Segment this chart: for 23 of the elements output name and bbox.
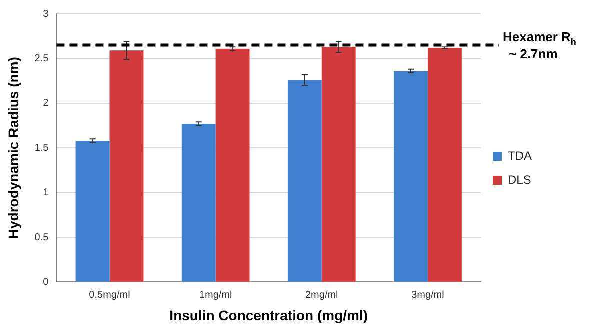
bar xyxy=(110,50,144,282)
legend-label: DLS xyxy=(508,172,532,187)
x-tick-label: 2mg/ml xyxy=(305,290,338,301)
bar xyxy=(76,140,110,282)
bar xyxy=(182,124,216,282)
y-tick-label: 2.5 xyxy=(34,53,50,64)
y-tick-label: 3 xyxy=(43,8,50,20)
y-tick-label: 0 xyxy=(43,276,50,288)
bar xyxy=(288,80,322,282)
x-tick-label: 3mg/ml xyxy=(412,290,444,301)
x-tick-label: 1mg/ml xyxy=(199,290,232,301)
x-axis-title: Insulin Concentration (mg/ml) xyxy=(170,307,368,324)
y-tick-label: 2 xyxy=(43,98,50,110)
bar xyxy=(394,71,428,282)
bar xyxy=(216,48,250,282)
y-tick-label: 1.5 xyxy=(34,142,50,154)
bar xyxy=(322,47,356,282)
y-tick-label: 0.5 xyxy=(34,232,50,244)
x-tick-label: 0.5mg/ml xyxy=(89,290,130,301)
legend-label: TDA xyxy=(508,148,532,163)
y-axis-title: Hydrodynamic Radius (nm) xyxy=(5,57,22,240)
bar xyxy=(428,48,462,282)
y-tick-label: 1 xyxy=(43,188,50,199)
